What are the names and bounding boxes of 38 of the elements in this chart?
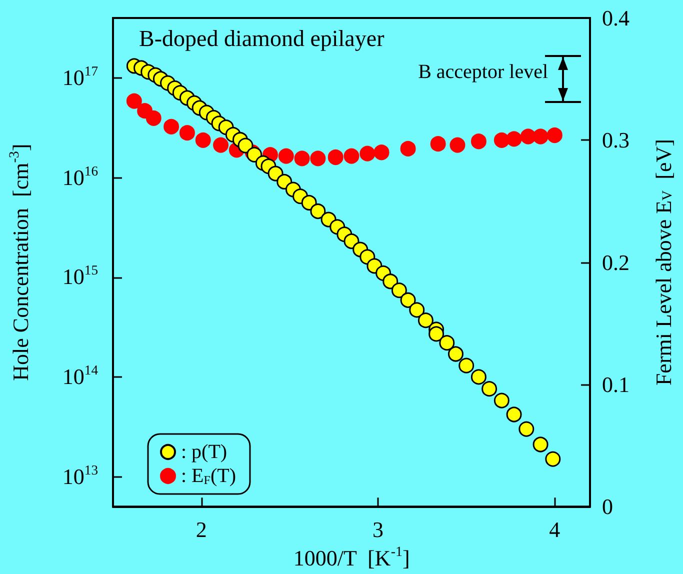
x-tick-label: 2 [196,517,207,542]
y-tick-label: 10$^{17}$ [62,62,98,92]
point [506,406,522,422]
point [470,369,486,385]
legend-label: : EF(T) [181,465,236,487]
y2-tick-label: 0.4 [602,6,630,30]
point [310,204,326,219]
point [532,436,548,452]
point [418,312,434,328]
point [448,346,464,362]
chart-title: B-doped diamond epilayer [139,26,385,51]
legend-label: : p(T) [181,441,228,463]
y-tick-label: 10$^{16}$ [62,162,98,192]
point [545,451,561,467]
y-tick-label: 10$^{14}$ [62,362,98,391]
point [518,421,534,437]
point [482,381,498,397]
y2-tick-label: 0.3 [602,128,630,153]
y2-tick-label: 0.1 [602,372,630,397]
point [400,292,416,308]
x-tick-label: 3 [372,517,384,542]
point [458,358,474,374]
y-tick-label: 10$^{13}$ [62,462,98,491]
y-axis-title: Hole Concentration [cm-3] [8,144,33,381]
point [391,282,407,298]
y2-axis-title: Fermi Level above EV [eV] [651,139,676,386]
point [439,335,455,351]
point [428,326,444,342]
y2-tick-label: 0 [602,494,613,520]
point [238,138,254,154]
point [409,302,425,318]
point [301,194,317,210]
y-tick-label: 10$^{15}$ [62,262,98,292]
x-tick-label: 4 [549,517,560,542]
annotation: B acceptor level [418,61,548,83]
point [494,392,510,408]
y2-tick-label: 0.2 [602,250,630,275]
point [382,274,398,290]
